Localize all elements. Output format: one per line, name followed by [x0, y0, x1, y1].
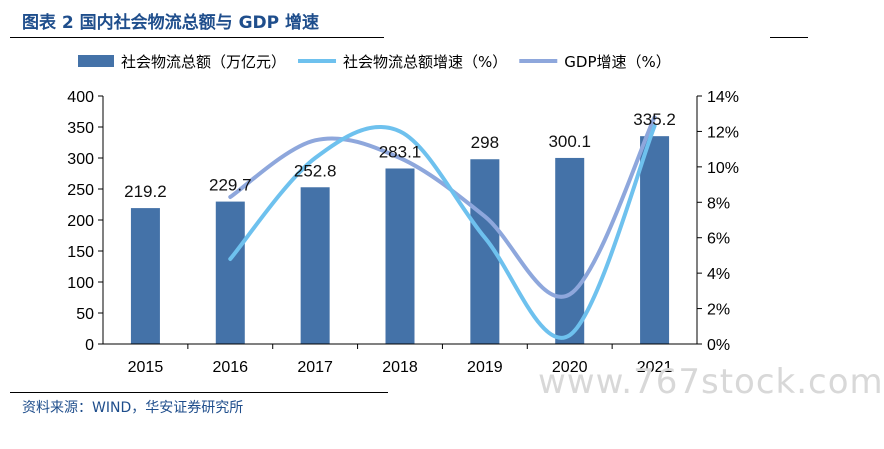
- bar-2017: [300, 187, 330, 344]
- bar-2016: [215, 201, 245, 344]
- y-left-tick-label: 350: [67, 120, 94, 137]
- y-right-tick-label: 10%: [707, 160, 739, 177]
- axes: 0 50 100 150 200 250 300 350 400 0% 2% 4% 6% 8% 10% 12%…: [67, 89, 739, 376]
- bar-value-label: 229.7: [209, 176, 252, 195]
- x-tick-label: 2019: [467, 359, 503, 376]
- bar-value-label: 283.1: [379, 142, 422, 161]
- figure-title: 图表 2 国内社会物流总额与 GDP 增速: [22, 13, 320, 33]
- legend-label: 社会物流总额（万亿元）: [121, 53, 286, 71]
- legend-swatch-bar: [78, 55, 114, 67]
- bar-value-label: 300.1: [548, 132, 591, 151]
- title-rule-left: [10, 37, 384, 38]
- legend-label: GDP增速（%）: [564, 53, 670, 71]
- logistics-growth-line: [228, 124, 657, 340]
- bar-value-label: 219.2: [124, 182, 167, 201]
- x-tick-label: 2016: [212, 359, 248, 376]
- y-left-tick-label: 300: [67, 151, 94, 168]
- y-right-tick-label: 8%: [707, 195, 730, 212]
- bar-value-label: 335.2: [633, 110, 676, 129]
- y-left-tick-label: 400: [67, 89, 94, 106]
- legend-label: 社会物流总额增速（%）: [343, 53, 507, 71]
- x-tick-label: 2017: [297, 359, 333, 376]
- y-left-tick-label: 250: [67, 182, 94, 199]
- legend: 社会物流总额（万亿元） 社会物流总额增速（%） GDP增速（%）: [78, 53, 671, 71]
- gdp-growth-line: [228, 115, 657, 299]
- bar-series: [130, 136, 670, 344]
- y-right-tick-label: 12%: [707, 124, 739, 141]
- y-right-tick-label: 6%: [707, 231, 730, 248]
- source-note: 资料来源：WIND，华安证券研究所: [22, 400, 244, 416]
- bar-2018: [385, 168, 415, 344]
- watermark: www.767stock.com: [538, 362, 884, 402]
- y-left-tick-label: 50: [76, 306, 94, 323]
- y-right-tick-label: 4%: [707, 266, 730, 283]
- y-left-tick-label: 200: [67, 213, 94, 230]
- y-left-tick-label: 150: [67, 244, 94, 261]
- y-right-tick-label: 14%: [707, 89, 739, 106]
- title-rule-right: [770, 37, 808, 38]
- y-right-tick-label: 0%: [707, 337, 730, 354]
- y-left-tick-label: 100: [67, 275, 94, 292]
- x-tick-label: 2021: [637, 359, 673, 376]
- bar-value-label: 298: [471, 133, 499, 152]
- x-tick-label: 2018: [382, 359, 418, 376]
- x-tick-label: 2015: [128, 359, 164, 376]
- bar-value-label: 252.8: [294, 161, 337, 180]
- y-right-tick-label: 2%: [707, 302, 730, 319]
- bar-2020: [555, 157, 585, 344]
- source-rule: [10, 392, 388, 393]
- x-tick-label: 2020: [552, 359, 588, 376]
- bar-2021: [640, 136, 670, 344]
- line-series: [228, 115, 657, 340]
- y-left-tick-label: 0: [85, 337, 94, 354]
- bar-2015: [130, 208, 160, 344]
- data-labels: 219.2 229.7 252.8 283.1 298 300.1 335.2: [124, 110, 676, 201]
